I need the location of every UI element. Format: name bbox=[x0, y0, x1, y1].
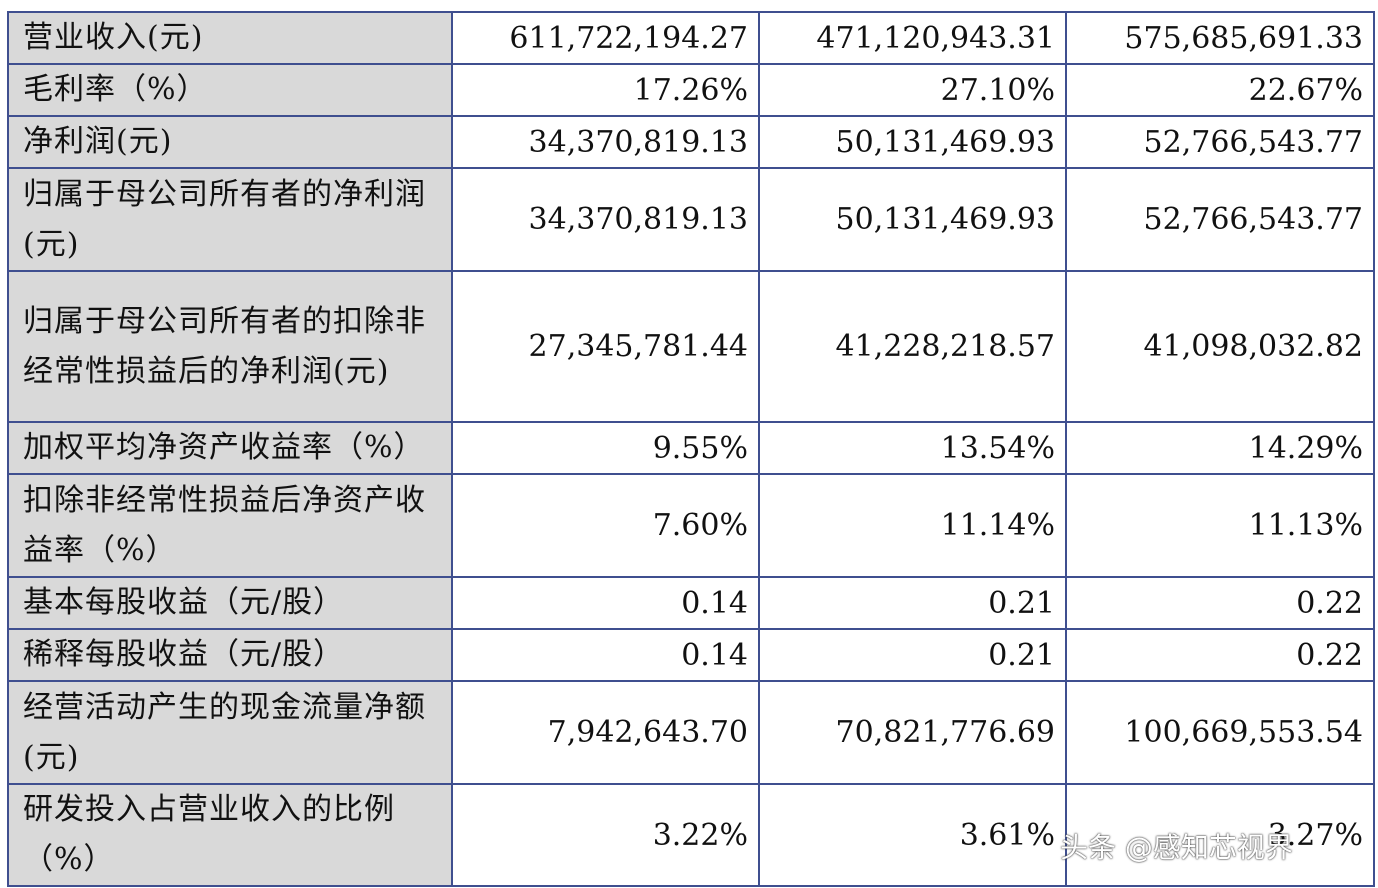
cell-value: 52,766,543.77 bbox=[1065, 115, 1375, 169]
cell-value: 0.21 bbox=[758, 628, 1067, 682]
cell-value: 34,370,819.13 bbox=[451, 115, 760, 169]
cell-value: 100,669,553.54 bbox=[1065, 680, 1375, 785]
cell-value: 3.22% bbox=[451, 783, 760, 887]
cell-value: 611,722,194.27 bbox=[451, 11, 760, 65]
cell-value: 70,821,776.69 bbox=[758, 680, 1067, 785]
cell-value: 575,685,691.33 bbox=[1065, 11, 1375, 65]
cell-value: 27.10% bbox=[758, 63, 1067, 117]
table-row: 归属于母公司所有者的扣除非经常性损益后的净利润(元) 27,345,781.44… bbox=[7, 270, 1375, 423]
cell-value: 11.14% bbox=[758, 473, 1067, 578]
cell-value: 17.26% bbox=[451, 63, 760, 117]
row-label: 毛利率（%） bbox=[7, 63, 453, 117]
cell-value: 14.29% bbox=[1065, 421, 1375, 475]
cell-value: 13.54% bbox=[758, 421, 1067, 475]
cell-value: 7.60% bbox=[451, 473, 760, 578]
financial-data-table: 营业收入(元) 611,722,194.27 471,120,943.31 57… bbox=[7, 11, 1375, 887]
row-label: 加权平均净资产收益率（%） bbox=[7, 421, 453, 475]
cell-value: 9.55% bbox=[451, 421, 760, 475]
cell-value: 22.67% bbox=[1065, 63, 1375, 117]
row-label: 扣除非经常性损益后净资产收益率（%） bbox=[7, 473, 453, 578]
row-label: 经营活动产生的现金流量净额(元) bbox=[7, 680, 453, 785]
cell-value: 41,228,218.57 bbox=[758, 270, 1067, 423]
table-row: 扣除非经常性损益后净资产收益率（%） 7.60% 11.14% 11.13% bbox=[7, 473, 1375, 578]
cell-value: 27,345,781.44 bbox=[451, 270, 760, 423]
cell-value: 0.14 bbox=[451, 628, 760, 682]
cell-value: 0.14 bbox=[451, 576, 760, 630]
row-label: 归属于母公司所有者的净利润(元) bbox=[7, 167, 453, 272]
table-row: 经营活动产生的现金流量净额(元) 7,942,643.70 70,821,776… bbox=[7, 680, 1375, 785]
cell-value: 52,766,543.77 bbox=[1065, 167, 1375, 272]
cell-value: 3.27% bbox=[1065, 783, 1375, 887]
row-label: 净利润(元) bbox=[7, 115, 453, 169]
cell-value: 0.22 bbox=[1065, 628, 1375, 682]
row-label: 营业收入(元) bbox=[7, 11, 453, 65]
row-label: 稀释每股收益（元/股） bbox=[7, 628, 453, 682]
cell-value: 0.22 bbox=[1065, 576, 1375, 630]
cell-value: 7,942,643.70 bbox=[451, 680, 760, 785]
table-row: 净利润(元) 34,370,819.13 50,131,469.93 52,76… bbox=[7, 115, 1375, 169]
cell-value: 471,120,943.31 bbox=[758, 11, 1067, 65]
row-label: 基本每股收益（元/股） bbox=[7, 576, 453, 630]
cell-value: 34,370,819.13 bbox=[451, 167, 760, 272]
table-row: 稀释每股收益（元/股） 0.14 0.21 0.22 bbox=[7, 628, 1375, 682]
table-row: 营业收入(元) 611,722,194.27 471,120,943.31 57… bbox=[7, 11, 1375, 65]
table-row: 毛利率（%） 17.26% 27.10% 22.67% bbox=[7, 63, 1375, 117]
cell-value: 50,131,469.93 bbox=[758, 115, 1067, 169]
table-row: 加权平均净资产收益率（%） 9.55% 13.54% 14.29% bbox=[7, 421, 1375, 475]
table-row: 基本每股收益（元/股） 0.14 0.21 0.22 bbox=[7, 576, 1375, 630]
watermark: 头条 @感知芯视界 bbox=[1060, 831, 1293, 864]
cell-value: 11.13% bbox=[1065, 473, 1375, 578]
cell-value: 41,098,032.82 bbox=[1065, 270, 1375, 423]
row-label: 归属于母公司所有者的扣除非经常性损益后的净利润(元) bbox=[7, 270, 453, 423]
cell-value: 50,131,469.93 bbox=[758, 167, 1067, 272]
cell-value: 3.61% bbox=[758, 783, 1067, 887]
table-row: 研发投入占营业收入的比例（%） 3.22% 3.61% 3.27% bbox=[7, 783, 1375, 887]
row-label: 研发投入占营业收入的比例（%） bbox=[7, 783, 453, 887]
table-row: 归属于母公司所有者的净利润(元) 34,370,819.13 50,131,46… bbox=[7, 167, 1375, 272]
cell-value: 0.21 bbox=[758, 576, 1067, 630]
